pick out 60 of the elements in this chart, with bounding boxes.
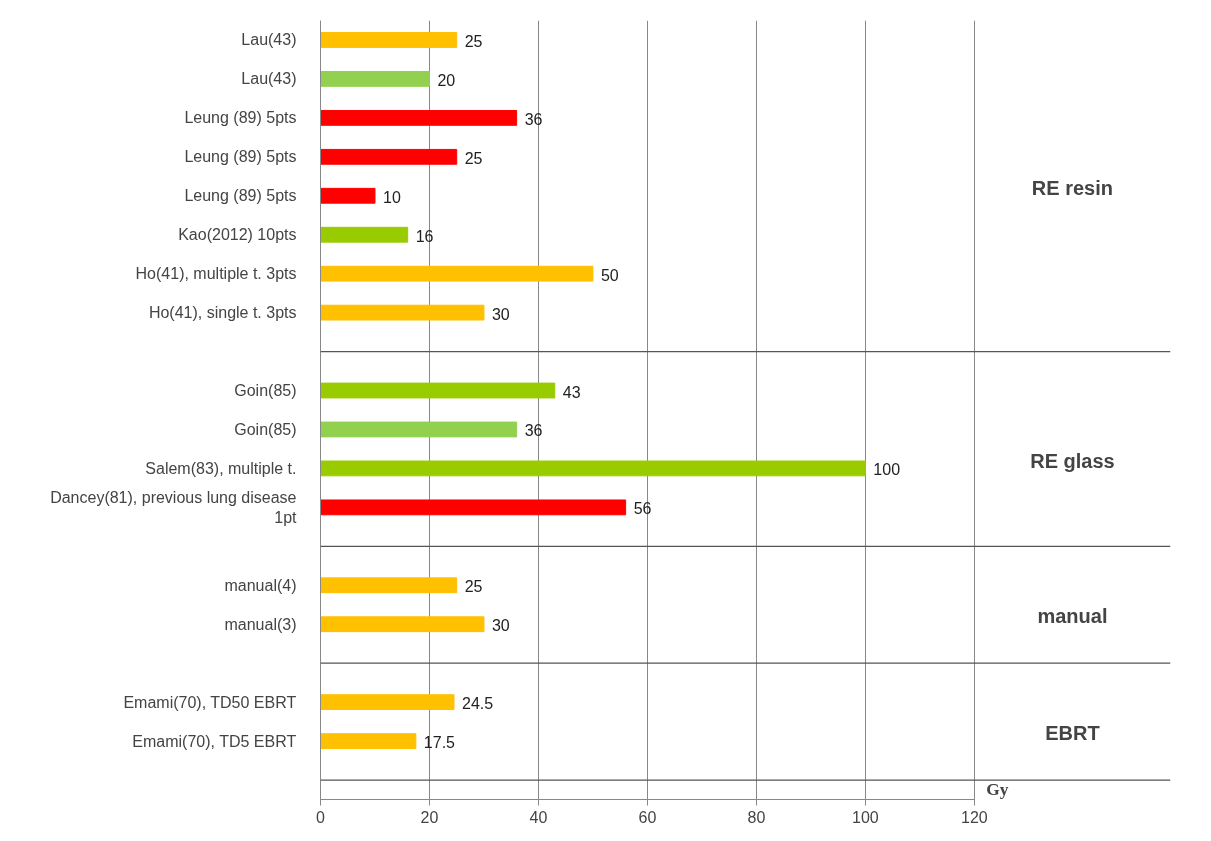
text: RE resin <box>1031 176 1114 199</box>
bar <box>320 421 518 438</box>
text: manual <box>1037 605 1108 628</box>
y-tick-label: Salem(83), multiple t. <box>145 459 297 477</box>
y-tick-label: Leung (89) 5pts <box>184 109 297 127</box>
data-label: 25 <box>464 578 483 596</box>
x-tick-label: 80 <box>747 808 766 826</box>
bar <box>320 694 455 711</box>
data-label: 36 <box>524 110 543 128</box>
bar <box>320 499 627 516</box>
y-tick-label: Goin(85) <box>234 382 297 400</box>
data-label: 56 <box>633 500 652 518</box>
x-tick-label: 20 <box>420 808 439 826</box>
data-label: 25 <box>464 149 483 167</box>
bar <box>320 265 594 282</box>
y-tick-label: Ho(41), multiple t. 3pts <box>135 265 297 283</box>
y-tick-label: Emami(70), TD50 EBRT <box>123 693 297 711</box>
bar <box>320 187 376 204</box>
text: RE glass <box>1030 449 1115 472</box>
data-label: 17.5 <box>423 734 456 752</box>
bar <box>320 382 556 399</box>
y-tick-label: Kao(2012) 10pts <box>178 226 297 244</box>
data-label: 24.5 <box>461 695 494 713</box>
bar <box>320 577 458 594</box>
bar <box>320 616 485 633</box>
text: EBRT <box>1045 722 1100 745</box>
x-tick-label: 60 <box>638 808 657 826</box>
data-label: 36 <box>524 422 543 440</box>
y-tick-label: Goin(85) <box>234 420 297 438</box>
text: Gy <box>986 779 1009 799</box>
x-tick-label: 40 <box>529 808 548 826</box>
bar <box>320 148 458 165</box>
data-label: 10 <box>382 188 401 206</box>
y-tick-label: Ho(41), single t. 3pts <box>148 304 297 322</box>
y-tick-label: Dancey(81), previous lung disease 1pt <box>50 488 298 527</box>
data-label: 25 <box>464 32 483 50</box>
data-label: 30 <box>491 305 510 323</box>
x-tick-label: 0 <box>316 808 326 826</box>
bar <box>320 109 518 126</box>
data-label: 20 <box>437 71 456 89</box>
x-tick-label: 100 <box>852 808 879 826</box>
data-label: 30 <box>491 617 510 635</box>
data-label: 100 <box>873 461 901 479</box>
bar <box>320 32 458 48</box>
x-tick-label: 120 <box>961 808 988 826</box>
bar <box>320 71 430 87</box>
data-label: 16 <box>415 227 434 245</box>
bar <box>320 226 409 243</box>
y-tick-label: Lau(43) <box>241 70 297 88</box>
y-tick-label: manual(4) <box>224 576 297 594</box>
y-tick-label: Leung (89) 5pts <box>184 187 297 205</box>
bar <box>320 733 417 749</box>
data-label: 43 <box>562 383 581 401</box>
y-tick-label: Lau(43) <box>241 31 297 49</box>
data-label: 50 <box>600 266 619 284</box>
y-tick-label: manual(3) <box>224 615 297 633</box>
bar <box>320 304 485 321</box>
bar <box>320 460 866 477</box>
y-tick-label: Leung (89) 5pts <box>184 148 297 166</box>
y-tick-label: Emami(70), TD5 EBRT <box>132 732 297 750</box>
